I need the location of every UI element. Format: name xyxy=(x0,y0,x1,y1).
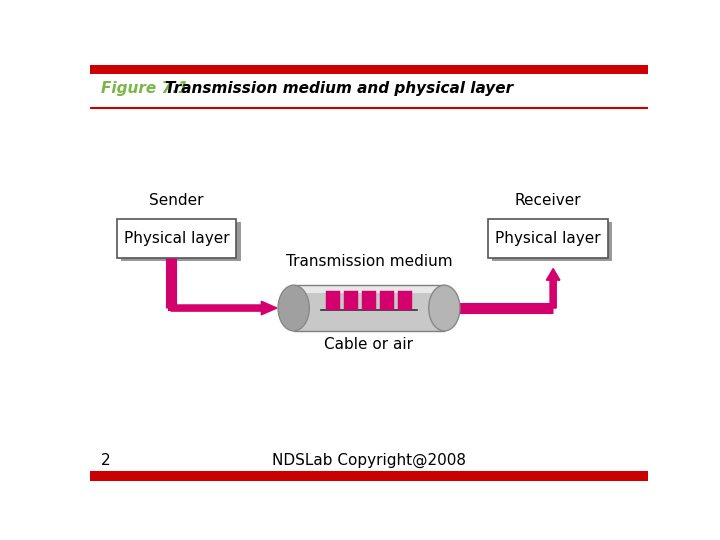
Bar xyxy=(326,291,341,310)
Text: 2: 2 xyxy=(101,453,111,468)
Bar xyxy=(90,65,648,74)
Bar xyxy=(487,219,608,258)
Text: Sender: Sender xyxy=(149,193,204,208)
Bar xyxy=(121,222,241,261)
Bar xyxy=(294,285,444,293)
Bar xyxy=(168,305,174,311)
Text: Transmission medium and physical layer: Transmission medium and physical layer xyxy=(166,81,513,96)
Text: NDSLab Copyright@2008: NDSLab Copyright@2008 xyxy=(272,453,466,468)
Ellipse shape xyxy=(428,285,460,331)
Bar xyxy=(397,291,412,310)
Text: Receiver: Receiver xyxy=(514,193,581,208)
Text: Physical layer: Physical layer xyxy=(495,231,600,246)
Text: Figure 7.1: Figure 7.1 xyxy=(101,81,189,96)
FancyArrow shape xyxy=(171,301,277,315)
FancyArrow shape xyxy=(546,268,560,308)
Text: Cable or air: Cable or air xyxy=(325,337,413,352)
Bar xyxy=(294,285,444,331)
Bar xyxy=(362,291,376,310)
Text: Physical layer: Physical layer xyxy=(124,231,229,246)
Text: Transmission medium: Transmission medium xyxy=(286,254,452,268)
Bar xyxy=(492,222,612,261)
Ellipse shape xyxy=(278,285,310,331)
Bar xyxy=(380,291,394,310)
Bar xyxy=(90,471,648,481)
Bar xyxy=(117,219,236,258)
Bar xyxy=(344,291,358,310)
